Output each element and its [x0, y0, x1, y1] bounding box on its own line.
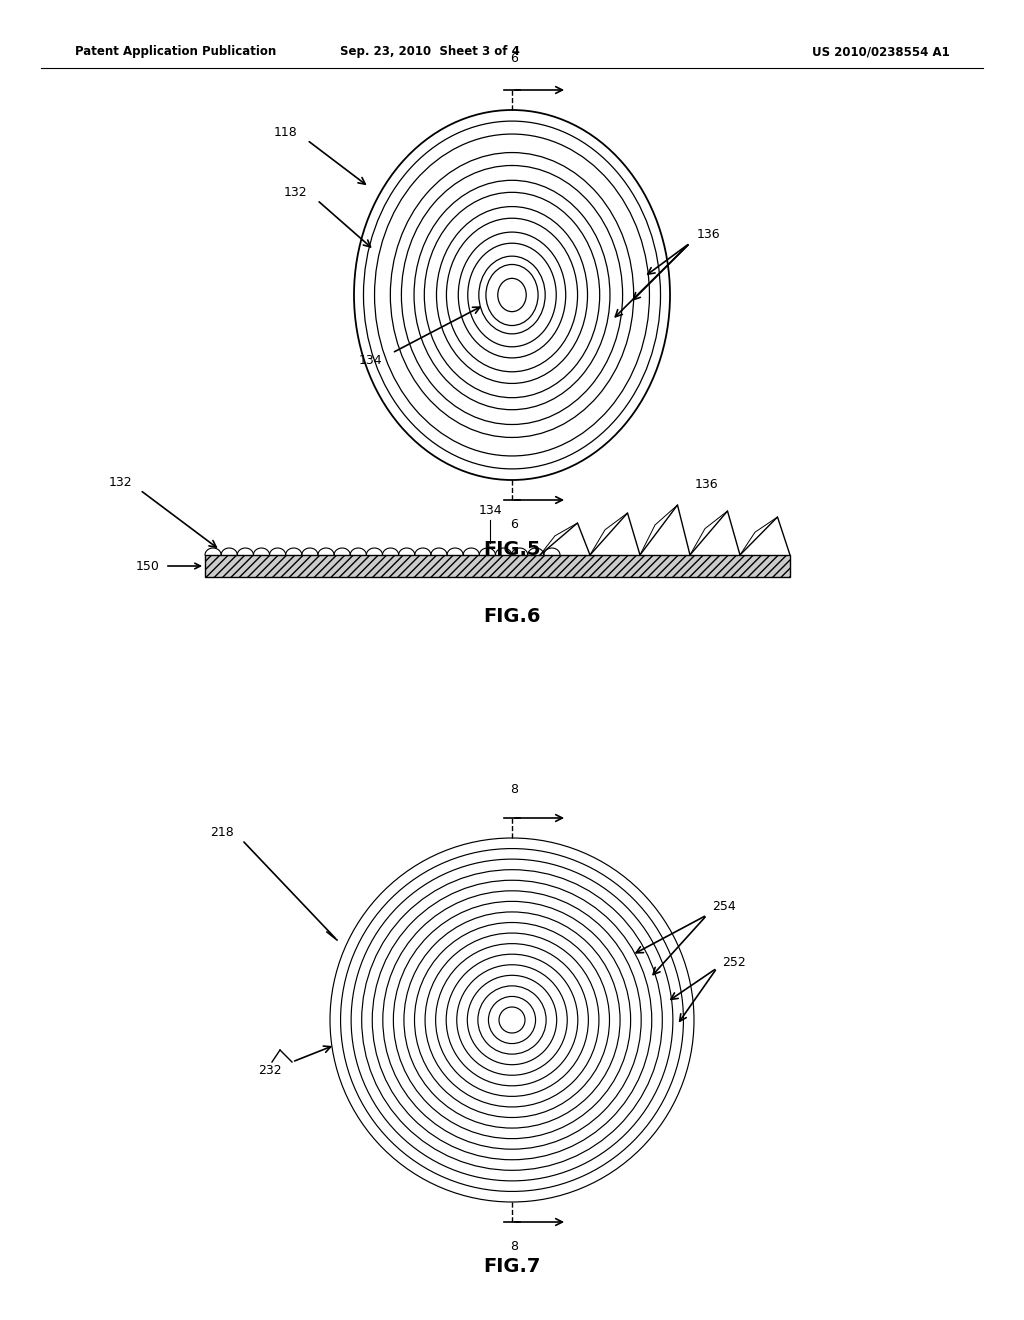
Text: 218: 218 — [210, 825, 234, 838]
Bar — [205, 554, 790, 577]
Text: US 2010/0238554 A1: US 2010/0238554 A1 — [812, 45, 950, 58]
Text: 132: 132 — [109, 475, 132, 488]
Text: 150: 150 — [136, 560, 160, 573]
Text: 118: 118 — [273, 127, 297, 140]
Text: Sep. 23, 2010  Sheet 3 of 4: Sep. 23, 2010 Sheet 3 of 4 — [340, 45, 520, 58]
Text: 254: 254 — [712, 900, 736, 913]
Text: 6: 6 — [510, 51, 518, 65]
Text: 252: 252 — [722, 956, 745, 969]
Text: 136: 136 — [695, 479, 719, 491]
Text: FIG.7: FIG.7 — [483, 1257, 541, 1276]
Text: 8: 8 — [510, 783, 518, 796]
Text: 134: 134 — [478, 504, 502, 517]
Text: FIG.5: FIG.5 — [483, 540, 541, 558]
Text: 6: 6 — [510, 517, 518, 531]
Text: FIG.6: FIG.6 — [483, 607, 541, 626]
Text: 132: 132 — [284, 186, 307, 198]
Text: Patent Application Publication: Patent Application Publication — [75, 45, 276, 58]
Text: 134: 134 — [358, 354, 382, 367]
Text: 8: 8 — [510, 1239, 518, 1253]
Text: 232: 232 — [258, 1064, 282, 1077]
Text: 136: 136 — [697, 228, 721, 242]
